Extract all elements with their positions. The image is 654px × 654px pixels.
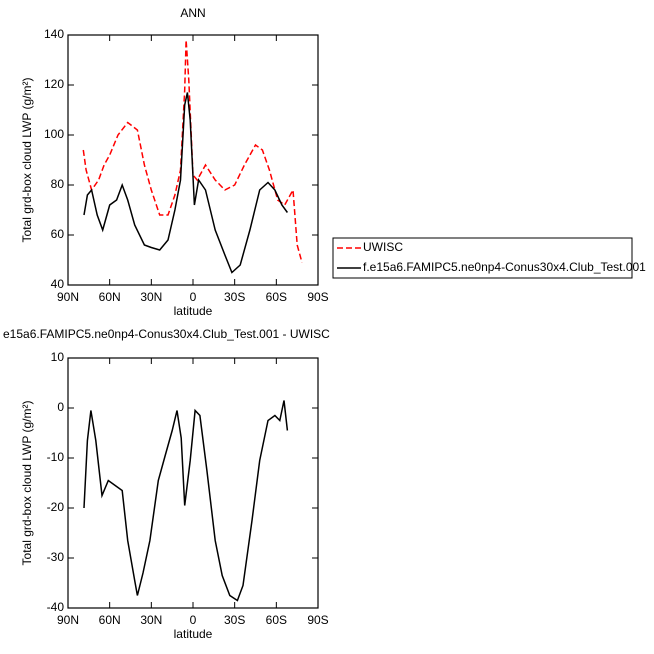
y-tick-label: 0 [57,400,64,414]
x-tick-label: 0 [190,290,197,304]
y-tick-label: -40 [47,600,65,614]
data-line [83,400,289,602]
x-tick-label: 30N [140,613,162,627]
chart-title: ANN [180,6,205,20]
legend-box [332,237,633,279]
y-tick-label: 140 [44,27,64,41]
x-axis-label: latitude [174,627,213,641]
x-tick-label: 90S [307,613,328,627]
y-tick-label: -20 [47,500,65,514]
y-tick-label: -30 [47,550,65,564]
chart-title: e15a6.FAMIPC5.ne0np4-Conus30x4.Club_Test… [3,327,330,341]
data-line [83,92,289,274]
x-tick-label: 30S [224,290,245,304]
x-tick-label: 60S [266,613,287,627]
y-tick-label: -10 [47,450,65,464]
legend-label: UWISC [363,240,403,254]
x-tick-label: 30S [224,613,245,627]
y-axis-label: Total grd-box cloud LWP (g/m²) [20,78,34,243]
y-tick-label: 60 [51,227,65,241]
y-tick-label: 100 [44,127,64,141]
y-tick-label: 40 [51,277,65,291]
x-tick-label: 90N [57,290,79,304]
y-axis-label: Total grd-box cloud LWP (g/m²) [20,401,34,566]
x-tick-label: 90N [57,613,79,627]
x-tick-label: 60N [99,613,121,627]
legend-label: f.e15a6.FAMIPC5.ne0np4-Conus30x4.Club_Te… [363,260,646,274]
x-tick-label: 60S [266,290,287,304]
x-tick-label: 90S [307,290,328,304]
y-tick-label: 10 [51,350,65,364]
x-tick-label: 30N [140,290,162,304]
y-tick-label: 80 [51,177,65,191]
x-axis-label: latitude [174,304,213,318]
y-tick-label: 120 [44,77,64,91]
x-tick-label: 0 [190,613,197,627]
x-tick-label: 60N [99,290,121,304]
